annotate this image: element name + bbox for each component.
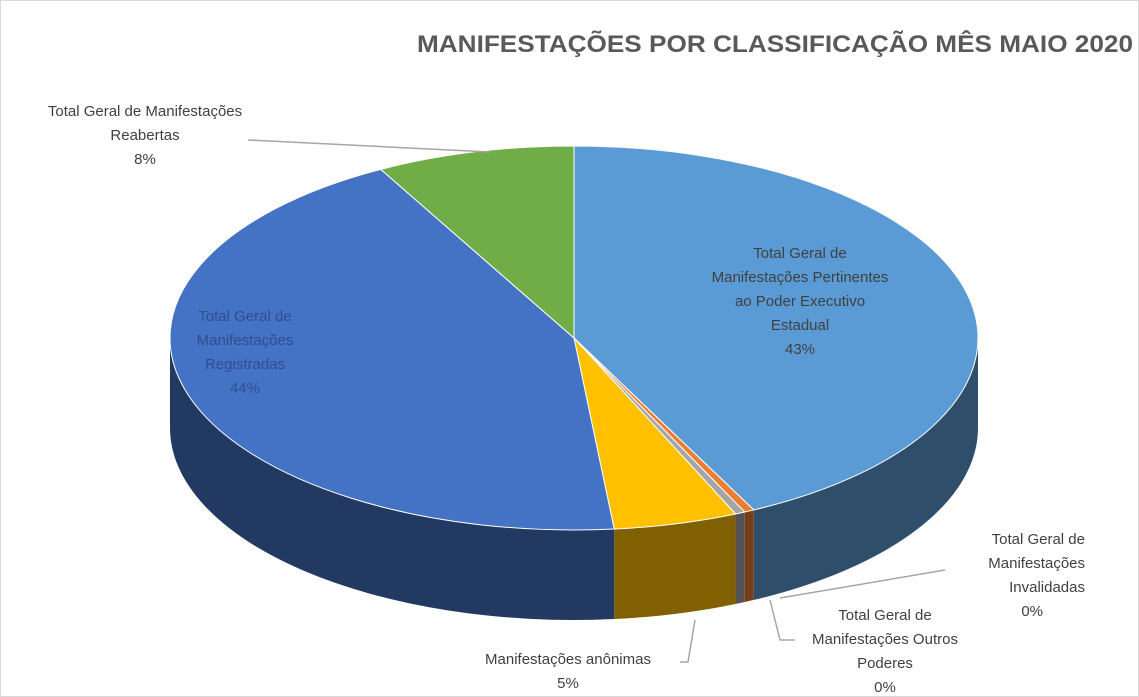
label-value: 0% xyxy=(874,679,896,696)
label-name: Total Geral de Manifestações Registradas xyxy=(196,308,294,373)
slice-side xyxy=(744,509,754,603)
label-name: Total Geral de Manifestações Pertinentes… xyxy=(711,245,889,334)
slice xyxy=(573,145,979,511)
label-value: 0% xyxy=(1021,603,1043,620)
slices xyxy=(169,145,979,621)
label-name: Total Geral de Manifestações Reabertas xyxy=(47,103,243,144)
slice-side xyxy=(735,512,745,604)
label-value: 5% xyxy=(557,675,579,692)
leader-line xyxy=(247,139,491,153)
slice-label: Total Geral de Manifestações Registradas… xyxy=(175,305,315,401)
slice-label: Total Geral de Manifestações Pertinentes… xyxy=(705,242,895,362)
slice-side xyxy=(753,338,978,600)
leader-line xyxy=(779,569,946,599)
leader-lines xyxy=(247,139,946,663)
slice-side xyxy=(614,513,736,620)
slice-label: Total Geral de Manifestações Invalidadas… xyxy=(935,528,1085,624)
label-name: Total Geral de Manifestações Outros Pode… xyxy=(812,607,958,672)
label-value: 8% xyxy=(134,151,156,168)
slice-label: Total Geral de Manifestações Outros Pode… xyxy=(790,604,980,697)
leader-line xyxy=(769,599,795,641)
leader-line xyxy=(680,619,696,663)
label-value: 44% xyxy=(229,380,261,397)
label-value: 43% xyxy=(784,341,816,358)
slice-label: Total Geral de Manifestações Reabertas 8… xyxy=(30,100,260,172)
chart-title: MANIFESTAÇÕES POR CLASSIFICAÇÃO MÊS MAIO… xyxy=(417,30,1133,58)
slice-label: Manifestações anônimas 5% xyxy=(448,648,688,696)
label-name: Total Geral de Manifestações Invalidadas xyxy=(988,531,1085,596)
label-name: Manifestações anônimas xyxy=(485,651,651,668)
slice-side xyxy=(170,338,615,621)
slice xyxy=(169,168,615,531)
